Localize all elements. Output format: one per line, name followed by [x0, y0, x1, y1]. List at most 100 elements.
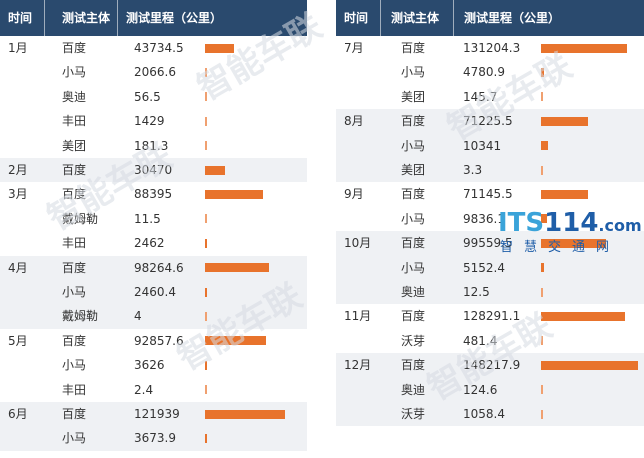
mileage-value: 481.4: [463, 333, 498, 348]
subject-cell: 百度: [62, 187, 87, 202]
subject-cell: 百度: [62, 407, 87, 421]
table-row: 百度 92857.6: [0, 329, 307, 353]
mileage-value: 2.4: [134, 382, 154, 397]
month-group: 6月 百度 121939 小马 3673.9: [0, 402, 307, 451]
subject-cell: 奥迪: [401, 284, 426, 299]
mileage-bar: [541, 43, 627, 53]
subject-cell: 百度: [401, 41, 426, 55]
month-label: 1月: [8, 41, 28, 55]
logo-subtitle: 智慧交通网: [500, 240, 621, 255]
month-group: 10月 百度 99559.5 小马 5152.4 奥迪 12.5: [336, 231, 644, 305]
month-group: 9月 百度 71145.5 小马 9836.1: [336, 182, 644, 231]
mileage-value: 2462: [134, 236, 165, 251]
table-row: 戴姆勒 4: [0, 304, 307, 328]
subject-cell: 百度: [401, 236, 426, 251]
subject-cell: 戴姆勒: [62, 211, 99, 226]
month-group: 3月 百度 88395 戴姆勒 11.5 丰田 2462: [0, 182, 307, 255]
table-row: 沃芽 481.4: [336, 329, 644, 353]
mileage-bar: [205, 92, 207, 102]
mileage-bar: [541, 92, 543, 102]
table-row: 奥迪 124.6: [336, 378, 644, 402]
mileage-bar: [541, 385, 543, 395]
subject-cell: 丰田: [62, 236, 87, 251]
its114-logo: ITS114.com 智慧交通网: [498, 208, 642, 255]
mileage-bar: [541, 68, 545, 78]
subject-cell: 百度: [62, 163, 87, 177]
header-mileage: 测试里程（公里）: [464, 11, 561, 25]
mileage-bar: [541, 141, 548, 151]
table-row: 小马 9836.1: [336, 207, 644, 231]
mileage-bar: [205, 434, 208, 444]
mileage-bar: [541, 190, 588, 200]
table-row: 美团 181.3: [0, 134, 307, 158]
table-row: 小马 10341: [336, 134, 644, 158]
table-row: 丰田 2.4: [0, 378, 307, 402]
mileage-value: 4780.9: [463, 65, 505, 80]
mileage-value: 148217.9: [463, 358, 521, 373]
month-label: 2月: [8, 163, 28, 177]
mileage-bar: [205, 360, 208, 370]
mileage-bar: [541, 214, 548, 224]
subject-cell: 百度: [401, 187, 426, 202]
mileage-bar: [205, 263, 270, 273]
mileage-value: 128291.1: [463, 309, 521, 324]
table-row: 奥迪 12.5: [336, 280, 644, 304]
subject-cell: 美团: [401, 162, 426, 177]
mileage-bar: [541, 360, 638, 370]
mileage-bar: [205, 336, 266, 346]
subject-cell: 百度: [62, 333, 87, 348]
mileage-bar: [541, 312, 625, 322]
month-label: 7月: [344, 41, 364, 55]
mileage-value: 145.7: [463, 89, 498, 104]
table-row: 小马 2460.4: [0, 280, 307, 304]
table-row: 小马 4780.9: [336, 60, 644, 84]
mileage-bar: [205, 190, 263, 200]
mileage-value: 43734.5: [134, 41, 184, 55]
mileage-value: 1058.4: [463, 406, 505, 421]
mileage-bar: [541, 238, 607, 248]
month-label: 5月: [8, 333, 28, 348]
mileage-value: 2460.4: [134, 284, 176, 299]
table-row: 沃芽 1058.4: [336, 402, 644, 426]
table-row: 小马 3673.9: [0, 426, 307, 450]
mileage-value: 71145.5: [463, 187, 513, 202]
mileage-value: 3.3: [463, 162, 483, 177]
month-group: 7月 百度 131204.3 小马 4780.9 美团 145.7: [336, 36, 644, 109]
month-label: 10月: [344, 236, 372, 251]
subject-cell: 百度: [62, 260, 87, 275]
month-label: 3月: [8, 187, 28, 202]
month-label: 8月: [344, 114, 364, 129]
month-group: 4月 百度 98264.6 小马 2460.4 戴姆勒 4: [0, 255, 307, 329]
subject-cell: 百度: [401, 309, 426, 324]
subject-cell: 百度: [401, 358, 426, 373]
mileage-bar: [205, 116, 207, 126]
mileage-value: 99559.5: [463, 236, 513, 251]
month-label: 12月: [344, 358, 372, 373]
mileage-value: 5152.4: [463, 260, 505, 275]
subject-cell: 美团: [401, 89, 426, 104]
header-subject: 测试主体: [391, 11, 440, 25]
logo-part2: 114: [544, 208, 599, 238]
mileage-value: 9836.1: [463, 211, 505, 226]
month-group: 11月 百度 128291.1 沃芽 481.4: [336, 304, 644, 353]
header-mileage: 测试里程（公里）: [126, 11, 223, 25]
month-group: 1月 百度 43734.5 小马 2066.6 奥迪 56.5 丰田 1429 美团 181.3: [0, 36, 307, 158]
mileage-value: 3626: [134, 358, 165, 373]
mileage-value: 3673.9: [134, 431, 176, 446]
table-row: 小马 3626: [0, 353, 307, 377]
table-panel-right: 时间 测试主体 测试里程（公里） 7月 百度 131204.3 小马 4780.9 美团 1…: [336, 0, 644, 427]
table-row: 百度 43734.5: [0, 36, 307, 60]
table-row: 美团 145.7: [336, 85, 644, 109]
logo-part1: ITS: [498, 208, 545, 238]
subject-cell: 小马: [62, 431, 87, 446]
month-label: 9月: [344, 187, 364, 202]
table-row: 百度 71145.5: [336, 182, 644, 206]
month-group: 12月 百度 148217.9 奥迪 124.6 沃芽 1058.4: [336, 353, 644, 427]
table-row: 百度 98264.6: [0, 256, 307, 280]
logo-part3: .com: [598, 216, 642, 235]
subject-cell: 小马: [401, 260, 426, 275]
mileage-value: 124.6: [463, 382, 498, 397]
mileage-value: 2066.6: [134, 65, 176, 80]
subject-cell: 沃芽: [401, 333, 426, 348]
mileage-bar: [205, 141, 207, 151]
